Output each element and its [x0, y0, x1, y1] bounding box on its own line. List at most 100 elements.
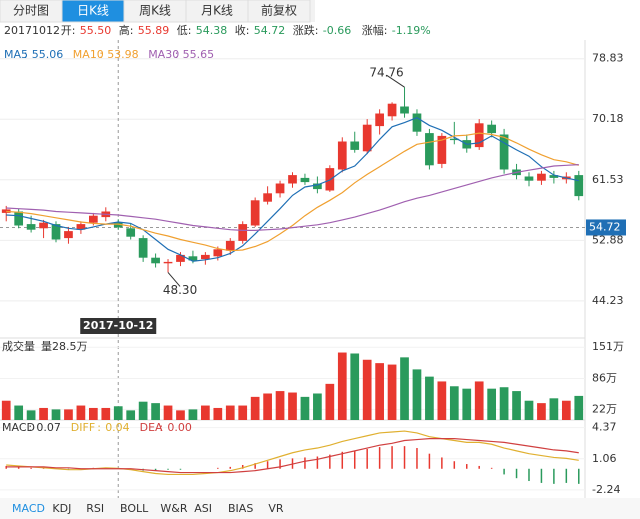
volume-bar	[412, 369, 422, 420]
quote-value: 54.72	[254, 24, 285, 37]
volume-bar	[362, 359, 372, 420]
volume-bar	[350, 353, 360, 420]
macd-value: 0.07	[36, 421, 61, 434]
volume-bar	[337, 352, 347, 420]
ma-line	[6, 164, 579, 231]
volume-bar	[26, 410, 36, 420]
macd-line-value: 0.00	[167, 421, 192, 434]
quote-label: 低	[177, 24, 188, 37]
candle-body	[64, 231, 73, 239]
indicator-tab[interactable]: RSI	[86, 502, 104, 515]
candle-body	[163, 261, 173, 264]
annotation-label: 74.76	[369, 66, 403, 80]
volume-bar	[176, 410, 185, 420]
volume-bar	[512, 391, 521, 420]
volume-label: 量28.5万	[41, 340, 88, 353]
quote-colon: :	[188, 24, 192, 37]
y-tick-label: 4.37	[592, 421, 617, 434]
macd-line-name: DEA	[140, 421, 163, 434]
volume-bar	[325, 383, 335, 420]
quote-label: 高	[119, 23, 130, 37]
ma-value: 55.06	[32, 48, 64, 61]
volume-bar	[225, 405, 235, 420]
price-tag-label: 54.72	[589, 220, 621, 233]
annotation-label: 48.30	[163, 283, 197, 297]
volume-bar	[138, 401, 148, 420]
indicator-tab[interactable]: W&R	[160, 502, 187, 515]
y-tick-label: 151万	[592, 340, 624, 353]
date-tag-label: 2017-10-12	[83, 319, 153, 332]
candle-body	[263, 193, 272, 202]
volume-bar	[313, 393, 322, 420]
candle-body	[537, 173, 546, 181]
tab-label: 前复权	[261, 3, 297, 18]
candle-body	[151, 257, 160, 264]
candle-body	[213, 249, 223, 257]
volume-bar	[64, 409, 73, 420]
volume-bar	[263, 393, 272, 420]
volume-bar	[113, 406, 123, 420]
quote-value: 54.38	[196, 24, 228, 37]
candle-body	[549, 175, 559, 178]
ma-name: MA30	[148, 48, 179, 61]
indicator-tab[interactable]: MACD	[12, 502, 45, 515]
candle-body	[76, 224, 86, 230]
ma-colon: :	[99, 48, 103, 61]
volume-bar	[524, 400, 534, 420]
macd-line-name: DIFF	[71, 421, 95, 434]
quote-value: 55.89	[138, 24, 170, 37]
indicator-tab[interactable]: BIAS	[228, 502, 253, 515]
quote-value: -0.66	[323, 24, 351, 37]
volume-bar	[1, 400, 11, 420]
quote-value: 55.50	[80, 24, 112, 37]
volume-bar	[126, 410, 136, 420]
ma-name: MA10	[73, 48, 104, 61]
candle-body	[574, 175, 584, 197]
volume-bar	[88, 407, 98, 420]
volume-bar	[300, 396, 310, 420]
volume-bar	[437, 381, 447, 420]
candle-body	[14, 211, 24, 226]
candle-body	[275, 183, 285, 194]
candle-body	[176, 254, 185, 262]
indicator-tab[interactable]: BOLL	[120, 502, 149, 515]
candle-body	[487, 124, 497, 134]
y-tick-label: 78.83	[592, 52, 624, 65]
tab-label: 月K线	[201, 4, 233, 18]
candle-body	[88, 215, 98, 223]
indicator-tab[interactable]: KDJ	[52, 502, 71, 515]
quote-value: -1.19%	[392, 24, 431, 37]
candle-body	[201, 254, 210, 260]
candle-body	[437, 135, 447, 164]
quote-colon: :	[72, 24, 76, 37]
y-tick-label: 61.53	[592, 173, 624, 186]
volume-bar	[574, 395, 584, 420]
ma-colon: :	[175, 48, 179, 61]
quote-label: 涨幅	[362, 24, 384, 37]
candle-body	[524, 176, 534, 181]
indicator-tab[interactable]: VR	[268, 502, 284, 515]
volume-bar	[201, 405, 210, 420]
ma-value: 53.98	[107, 48, 139, 61]
indicator-tab[interactable]: ASI	[194, 502, 212, 515]
y-tick-label: 52.88	[592, 233, 624, 246]
candle-body	[138, 238, 148, 258]
candle-body	[350, 141, 360, 150]
macd-line	[6, 437, 579, 474]
volume-bar	[76, 405, 86, 420]
price-tag	[586, 219, 626, 236]
tab[interactable]	[247, 0, 311, 23]
candle-body	[400, 106, 409, 114]
candle-body	[362, 124, 372, 152]
candle-body	[126, 228, 136, 237]
candle-body	[39, 222, 48, 229]
quote-date: 20171012	[4, 24, 60, 37]
volume-bar	[400, 357, 409, 420]
volume-bar	[213, 407, 223, 420]
volume-bar	[561, 400, 571, 420]
volume-bar	[449, 386, 459, 420]
volume-bar	[39, 407, 48, 420]
ma-name: MA5	[4, 48, 28, 61]
